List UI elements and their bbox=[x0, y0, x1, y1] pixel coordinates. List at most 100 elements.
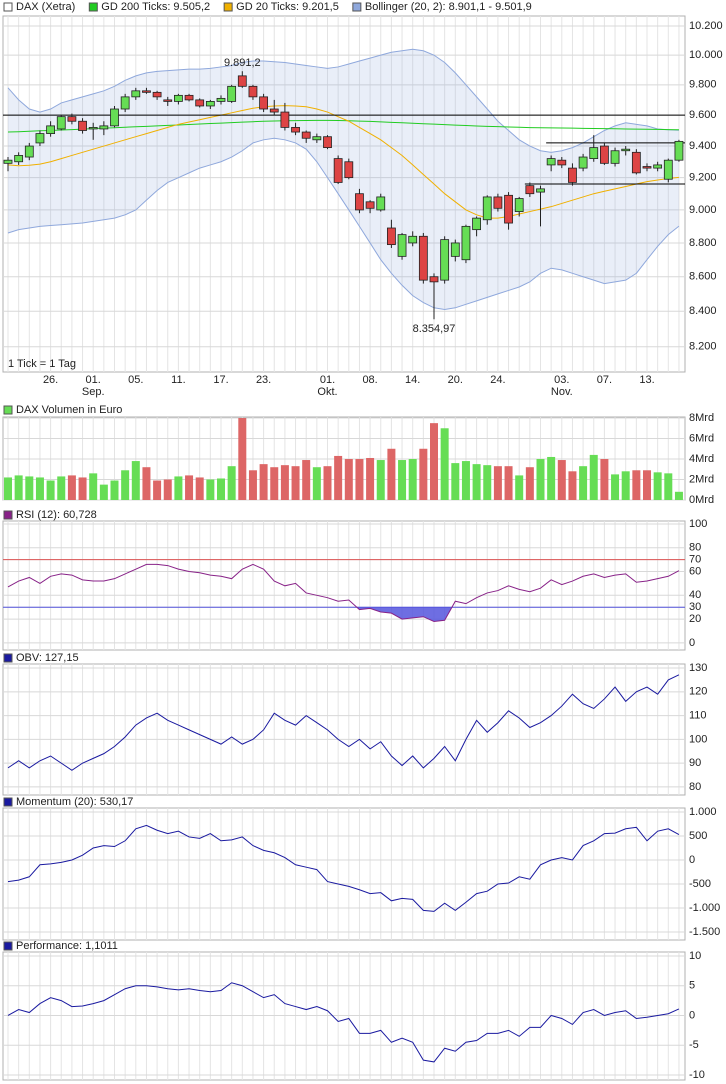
y-tick-label: -1.000 bbox=[689, 902, 720, 914]
volume-bar bbox=[142, 467, 151, 500]
candle-body bbox=[269, 108, 279, 113]
volume-bar bbox=[600, 459, 609, 500]
legend-swatch bbox=[3, 405, 13, 415]
candle-body bbox=[621, 148, 631, 152]
candle-body bbox=[610, 150, 620, 164]
band-upper bbox=[7, 48, 679, 153]
legend-swatch bbox=[3, 941, 13, 951]
candle-body bbox=[14, 155, 24, 163]
volume-bar bbox=[504, 466, 513, 500]
x-month-label: Okt. bbox=[317, 386, 337, 398]
candle-body bbox=[429, 276, 439, 283]
volume-bar bbox=[674, 491, 683, 500]
legend-swatch bbox=[352, 2, 362, 12]
candle-body bbox=[493, 196, 503, 209]
volume-bar bbox=[35, 477, 44, 500]
y-tick-label: 130 bbox=[689, 662, 707, 674]
candle-body bbox=[35, 133, 45, 144]
volume-bar bbox=[589, 454, 598, 500]
legend-label: OBV: 127,15 bbox=[16, 652, 79, 664]
x-tick-label: 20. bbox=[448, 374, 463, 386]
volume-bar bbox=[99, 484, 108, 500]
x-tick-label: 07. bbox=[597, 374, 612, 386]
y-tick-label: 0Mrd bbox=[689, 494, 714, 506]
moving-average bbox=[7, 105, 679, 219]
volume-bar bbox=[195, 477, 204, 500]
indicator-line bbox=[7, 674, 680, 771]
panel-frame bbox=[2, 951, 686, 1081]
y-tick-label: 0 bbox=[689, 1009, 695, 1021]
indicator-line bbox=[7, 563, 680, 622]
volume-bar bbox=[78, 477, 87, 500]
volume-bar bbox=[217, 478, 225, 500]
y-tick-label: 5 bbox=[689, 980, 695, 992]
candle-body bbox=[24, 145, 34, 158]
y-tick-label: 6Mrd bbox=[689, 432, 714, 444]
legend-label: Momentum (20): 530,17 bbox=[16, 796, 133, 808]
band-fill bbox=[8, 49, 679, 310]
volume-bar bbox=[483, 465, 492, 500]
candle-body bbox=[450, 242, 460, 257]
candle-body bbox=[78, 120, 87, 131]
y-tick-label: 70 bbox=[689, 554, 701, 566]
x-tick-label: 01. bbox=[86, 374, 101, 386]
y-tick-label: 80 bbox=[689, 542, 701, 554]
volume-bar bbox=[632, 470, 641, 500]
volume-bar bbox=[206, 479, 215, 500]
candle-body bbox=[323, 136, 332, 149]
footnote: 1 Tick = 1 Tag bbox=[8, 358, 76, 370]
volume-bar bbox=[4, 477, 12, 500]
volume-bar bbox=[57, 476, 66, 500]
volume-bar bbox=[270, 467, 279, 500]
volume-bar bbox=[227, 466, 236, 500]
y-tick-label: 9.200 bbox=[689, 172, 717, 184]
y-tick-label: 60 bbox=[689, 565, 701, 577]
y-tick-label: 9.000 bbox=[689, 204, 717, 216]
volume-bar bbox=[664, 473, 673, 500]
legend-swatch bbox=[88, 2, 98, 12]
volume-bar bbox=[46, 480, 55, 500]
volume-bar bbox=[547, 456, 556, 500]
volume-bar bbox=[344, 459, 353, 500]
candle-body bbox=[56, 116, 66, 130]
x-tick-label: 17. bbox=[213, 374, 228, 386]
legend-swatch bbox=[3, 2, 13, 12]
y-tick-label: 0 bbox=[689, 637, 695, 649]
volume-bar bbox=[280, 465, 289, 500]
x-tick-label: 01. bbox=[320, 374, 335, 386]
y-tick-label: 9.800 bbox=[689, 79, 717, 91]
legend-label: RSI (12): 60,728 bbox=[16, 509, 97, 521]
volume-bar bbox=[419, 448, 428, 500]
candle-body bbox=[142, 90, 151, 93]
legend-label: GD 200 Ticks: 9.505,2 bbox=[101, 1, 210, 13]
volume-bar bbox=[525, 467, 534, 500]
volume-bar bbox=[67, 475, 76, 500]
volume-bar bbox=[440, 428, 449, 500]
legend-label: GD 20 Ticks: 9.201,5 bbox=[236, 1, 339, 13]
candle-body bbox=[514, 198, 524, 212]
candle-body bbox=[163, 99, 173, 102]
legend-label: DAX (Xetra) bbox=[16, 1, 75, 13]
x-tick-label: 11. bbox=[171, 374, 185, 386]
y-tick-label: 1.000 bbox=[689, 806, 717, 818]
y-tick-label: 500 bbox=[689, 830, 707, 842]
volume-bar bbox=[515, 475, 524, 500]
candle-body bbox=[3, 159, 13, 164]
y-tick-label: 8.600 bbox=[689, 271, 717, 283]
volume-bar bbox=[461, 461, 470, 500]
volume-bar bbox=[408, 459, 417, 500]
legend-swatch bbox=[3, 797, 13, 807]
volume-bar bbox=[355, 459, 364, 500]
x-month-label: Sep. bbox=[82, 386, 105, 398]
y-tick-label: -5 bbox=[689, 1039, 699, 1051]
volume-bar bbox=[493, 466, 502, 500]
volume-bar bbox=[14, 475, 23, 500]
y-tick-label: 20 bbox=[689, 613, 701, 625]
candle-body bbox=[67, 116, 77, 122]
x-tick-label: 24. bbox=[490, 374, 505, 386]
candle-body bbox=[600, 145, 609, 164]
level-fill bbox=[356, 607, 452, 622]
candle-body bbox=[589, 147, 599, 160]
y-tick-label: 10.000 bbox=[689, 49, 723, 61]
candle-body bbox=[482, 196, 492, 221]
